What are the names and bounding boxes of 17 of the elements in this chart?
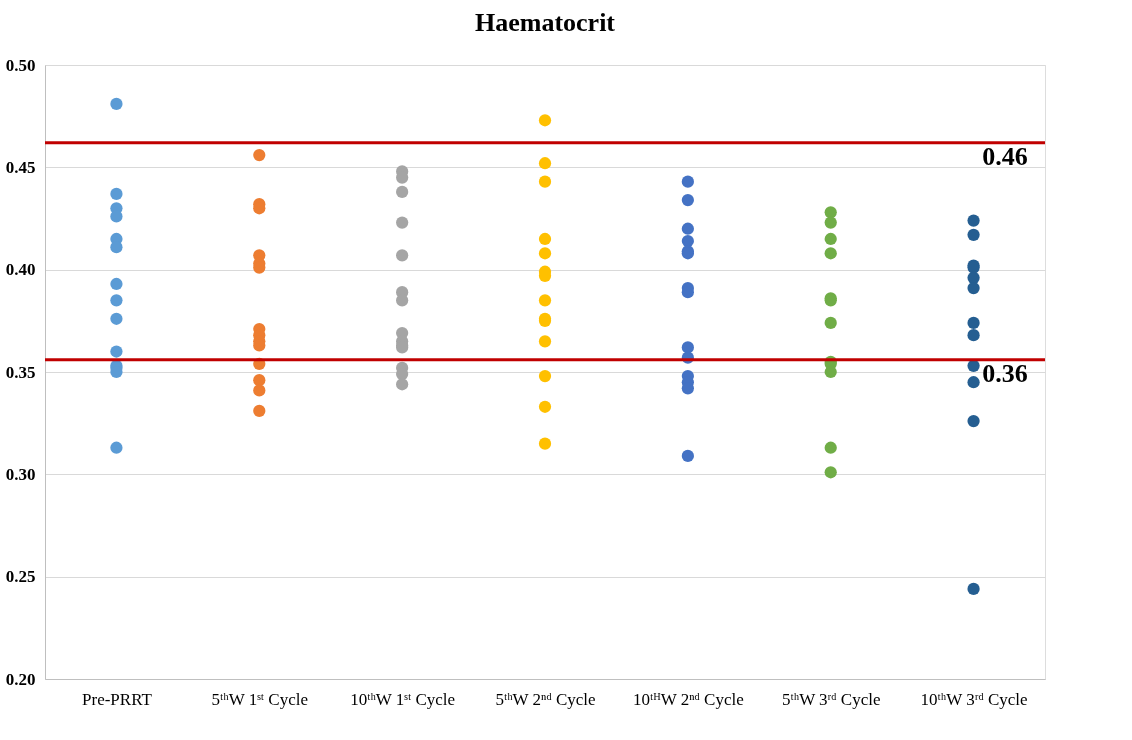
y-tick-label: 0.50 — [5, 55, 36, 75]
chart-title: Haematocrit — [474, 8, 616, 37]
ref-line-label: 0.36 — [982, 358, 1028, 388]
y-tick-label: 0.35 — [5, 362, 36, 382]
x-tick-label: Pre-PRRT — [82, 689, 153, 709]
x-tick-label: 10ᵗʰW 1ˢᵗ Cycle — [350, 689, 456, 709]
x-tick-label: 10ᵗʰW 3ʳᵈ Cycle — [920, 689, 1028, 709]
x-tick-label: 5ᵗʰW 1ˢᵗ Cycle — [211, 689, 309, 709]
ref-line-label: 0.46 — [982, 141, 1028, 171]
y-tick-label: 0.20 — [5, 669, 36, 689]
x-tick-label: 10ᵗᴴW 2ⁿᵈ Cycle — [632, 689, 744, 709]
y-tick-label: 0.45 — [5, 157, 36, 177]
x-tick-label: 5ᵗʰW 3ʳᵈ Cycle — [781, 689, 881, 709]
x-tick-label: 5ᵗʰW 2ⁿᵈ Cycle — [495, 689, 596, 709]
y-tick-label: 0.25 — [5, 567, 36, 587]
y-tick-label: 0.30 — [5, 464, 36, 484]
y-tick-label: 0.40 — [5, 260, 36, 280]
